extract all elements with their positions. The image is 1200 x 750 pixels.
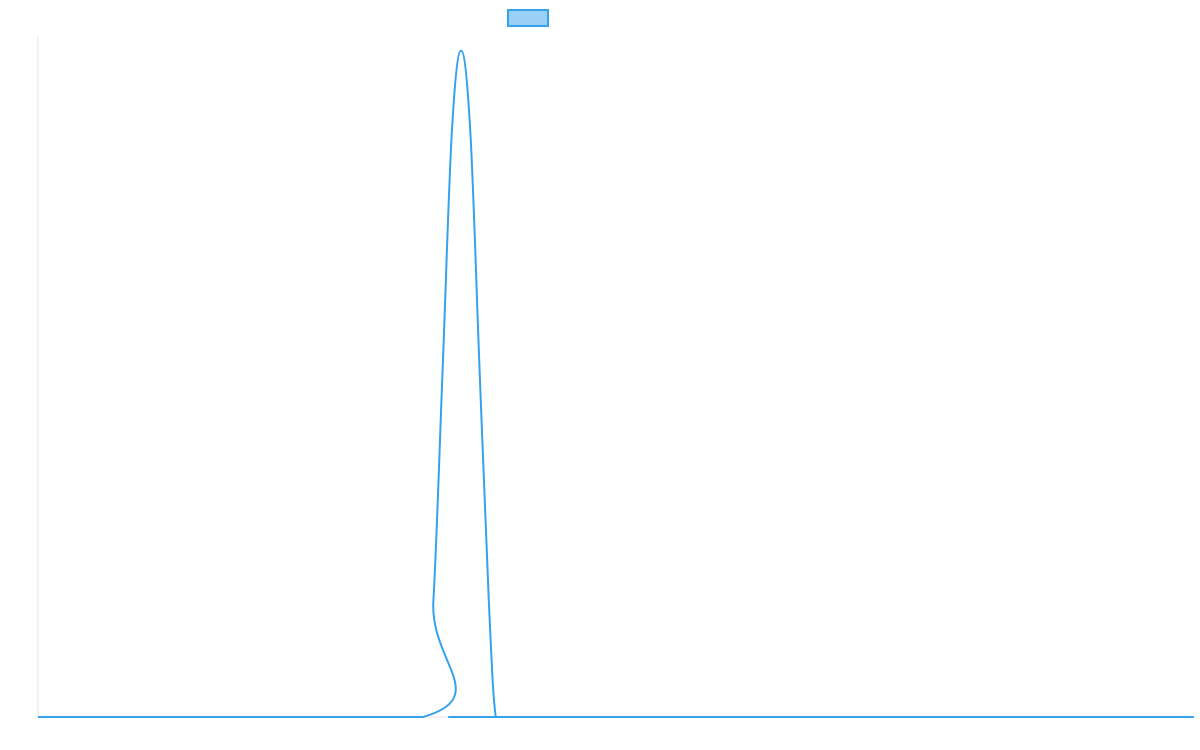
legend[interactable] <box>507 9 549 27</box>
series-line-0 <box>37 49 1194 719</box>
axes <box>37 37 1194 718</box>
legend-swatch-0[interactable] <box>507 9 549 27</box>
series-layer <box>37 49 1194 719</box>
